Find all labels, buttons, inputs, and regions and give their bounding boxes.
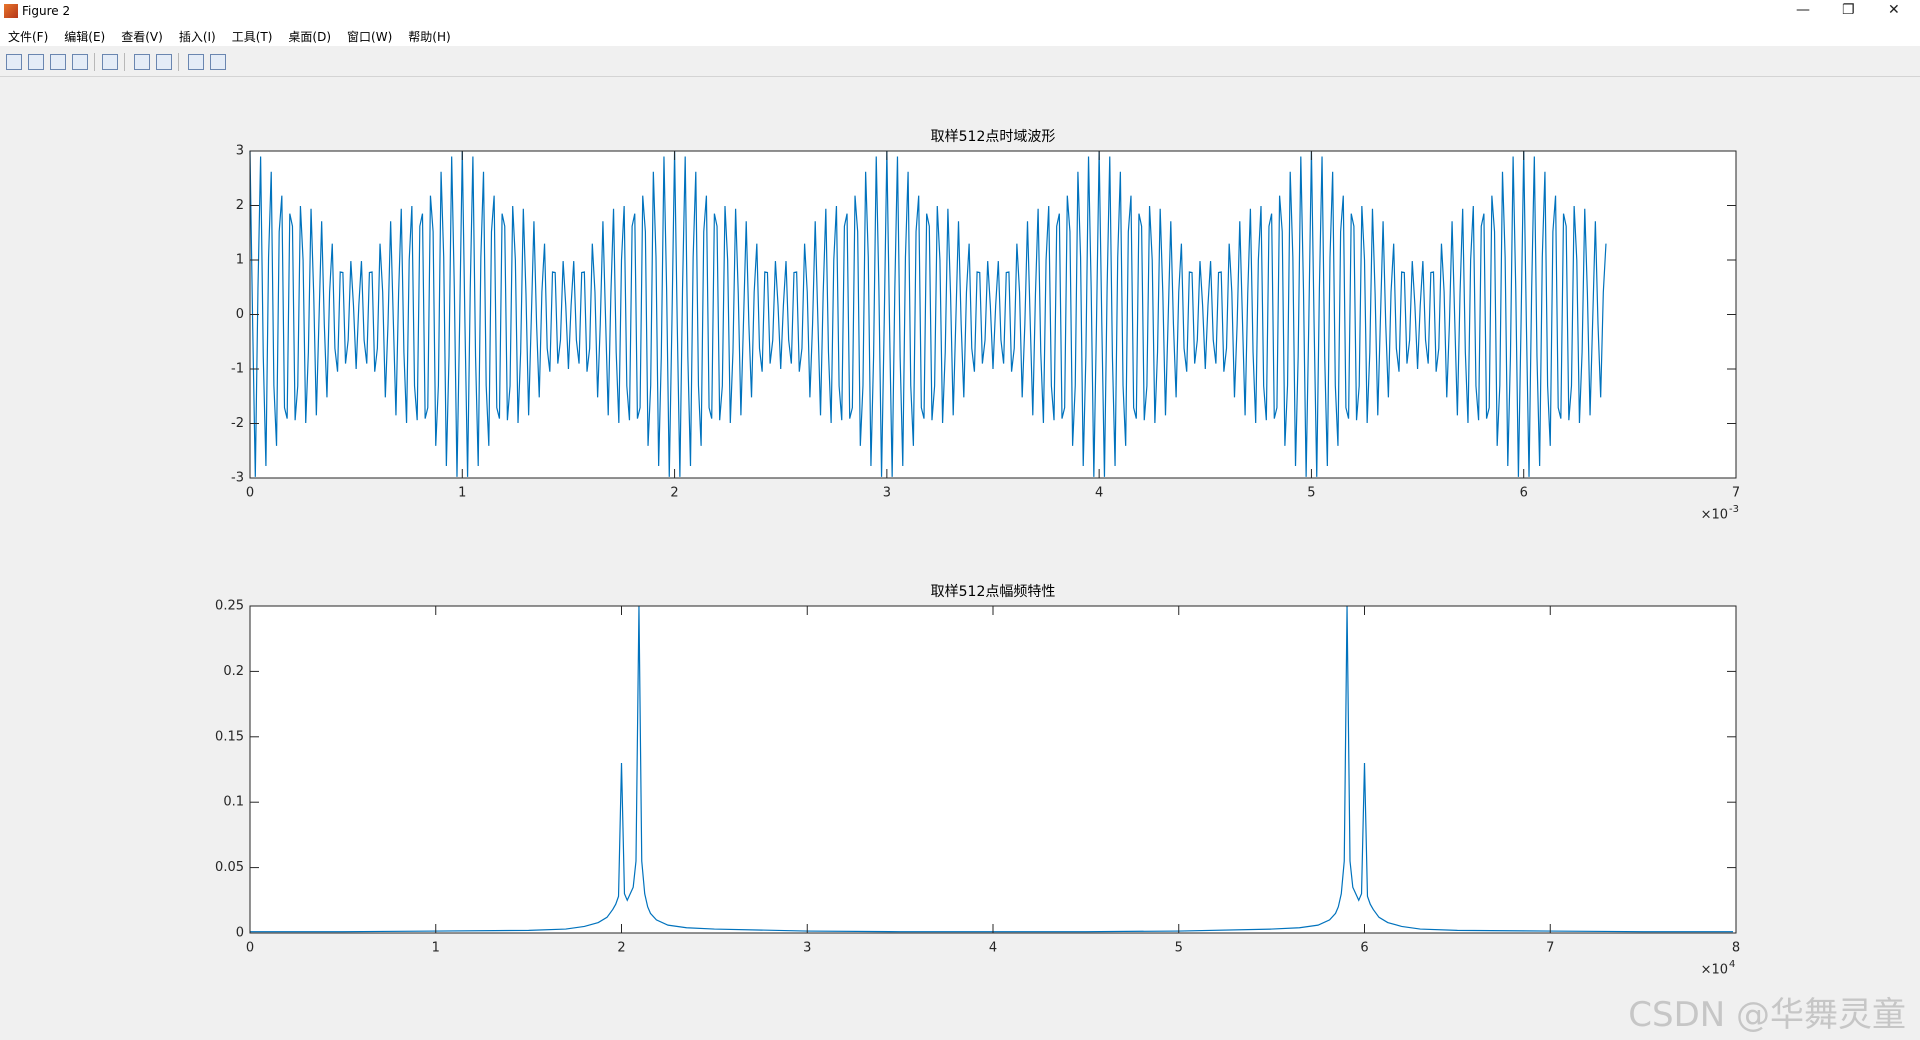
axes-background (250, 151, 1736, 478)
x-tick-label: 3 (803, 941, 811, 956)
x-tick-label: 4 (989, 941, 997, 956)
x-tick-label: 8 (1732, 941, 1740, 956)
print-button[interactable] (72, 54, 88, 70)
x-tick-label: 6 (1520, 486, 1528, 501)
minimize-button[interactable]: — (1796, 2, 1810, 18)
y-tick-label: 1 (236, 253, 244, 268)
y-tick-label: 0 (236, 307, 244, 322)
title-bar: Figure 2 — ❐ ✕ (0, 0, 1920, 24)
x-tick-label: 4 (1095, 486, 1103, 501)
property-inspector-button[interactable] (210, 54, 226, 70)
menu-item[interactable]: 桌面(D) (288, 30, 332, 44)
y-tick-label: -1 (231, 362, 244, 377)
menu-item[interactable]: 工具(T) (231, 30, 273, 44)
open-button[interactable] (28, 54, 44, 70)
x-tick-label: 5 (1175, 941, 1183, 956)
x-tick-label: 6 (1360, 941, 1368, 956)
y-tick-label: 0.05 (215, 860, 244, 875)
new-figure-button[interactable] (6, 54, 22, 70)
y-tick-label: -3 (231, 471, 244, 486)
x-tick-label: 0 (246, 941, 254, 956)
app-icon (4, 4, 18, 18)
menu-bar: 文件(F) 编辑(E) 查看(V) 插入(I) 工具(T) 桌面(D) 窗口(W) 帮助(H) (0, 24, 1920, 46)
x-tick-label: 2 (617, 941, 625, 956)
data-line (249, 150, 1607, 477)
restore-button[interactable]: ❐ (1842, 2, 1855, 18)
y-tick-label: 2 (236, 198, 244, 213)
menu-item[interactable]: 编辑(E) (64, 30, 106, 44)
separator (178, 53, 179, 71)
y-tick-label: 0.1 (223, 795, 244, 810)
x-multiplier-base: ×10 (1701, 963, 1728, 978)
y-tick-label: 0.2 (223, 664, 244, 679)
x-tick-label: 0 (246, 486, 254, 501)
separator (94, 53, 95, 71)
x-tick-label: 7 (1732, 486, 1740, 501)
x-tick-label: 1 (458, 486, 466, 501)
x-tick-label: 7 (1546, 941, 1554, 956)
menu-item[interactable]: 窗口(W) (347, 30, 393, 44)
x-multiplier-base: ×10 (1701, 508, 1728, 523)
x-tick-label: 3 (883, 486, 891, 501)
y-tick-label: 0 (236, 926, 244, 941)
x-tick-label: 1 (432, 941, 440, 956)
link-button[interactable] (102, 54, 118, 70)
colorbar-button[interactable] (134, 54, 150, 70)
menu-item[interactable]: 查看(V) (121, 30, 163, 44)
y-tick-label: -2 (231, 416, 244, 431)
legend-button[interactable] (156, 54, 172, 70)
y-tick-label: 0.15 (215, 729, 244, 744)
y-tick-label: 3 (236, 144, 244, 159)
chart-title: 取样512点幅频特性 (931, 584, 1056, 600)
edit-plot-button[interactable] (188, 54, 204, 70)
menu-item[interactable]: 帮助(H) (408, 30, 451, 44)
watermark: CSDN @华舞灵童 (1628, 995, 1906, 1035)
x-tick-label: 5 (1307, 486, 1315, 501)
axes-background (250, 606, 1736, 933)
chart-title: 取样512点时域波形 (931, 129, 1056, 145)
separator (124, 53, 125, 71)
menu-item[interactable]: 插入(I) (178, 30, 216, 44)
toolbar (0, 48, 1920, 77)
close-button[interactable]: ✕ (1888, 2, 1900, 18)
save-button[interactable] (50, 54, 66, 70)
x-tick-label: 2 (670, 486, 678, 501)
y-tick-label: 0.25 (215, 599, 244, 614)
menu-item[interactable]: 文件(F) (8, 30, 49, 44)
x-multiplier-exponent: 4 (1729, 959, 1735, 970)
x-multiplier-exponent: -3 (1729, 504, 1739, 515)
window-title: Figure 2 (22, 4, 71, 18)
